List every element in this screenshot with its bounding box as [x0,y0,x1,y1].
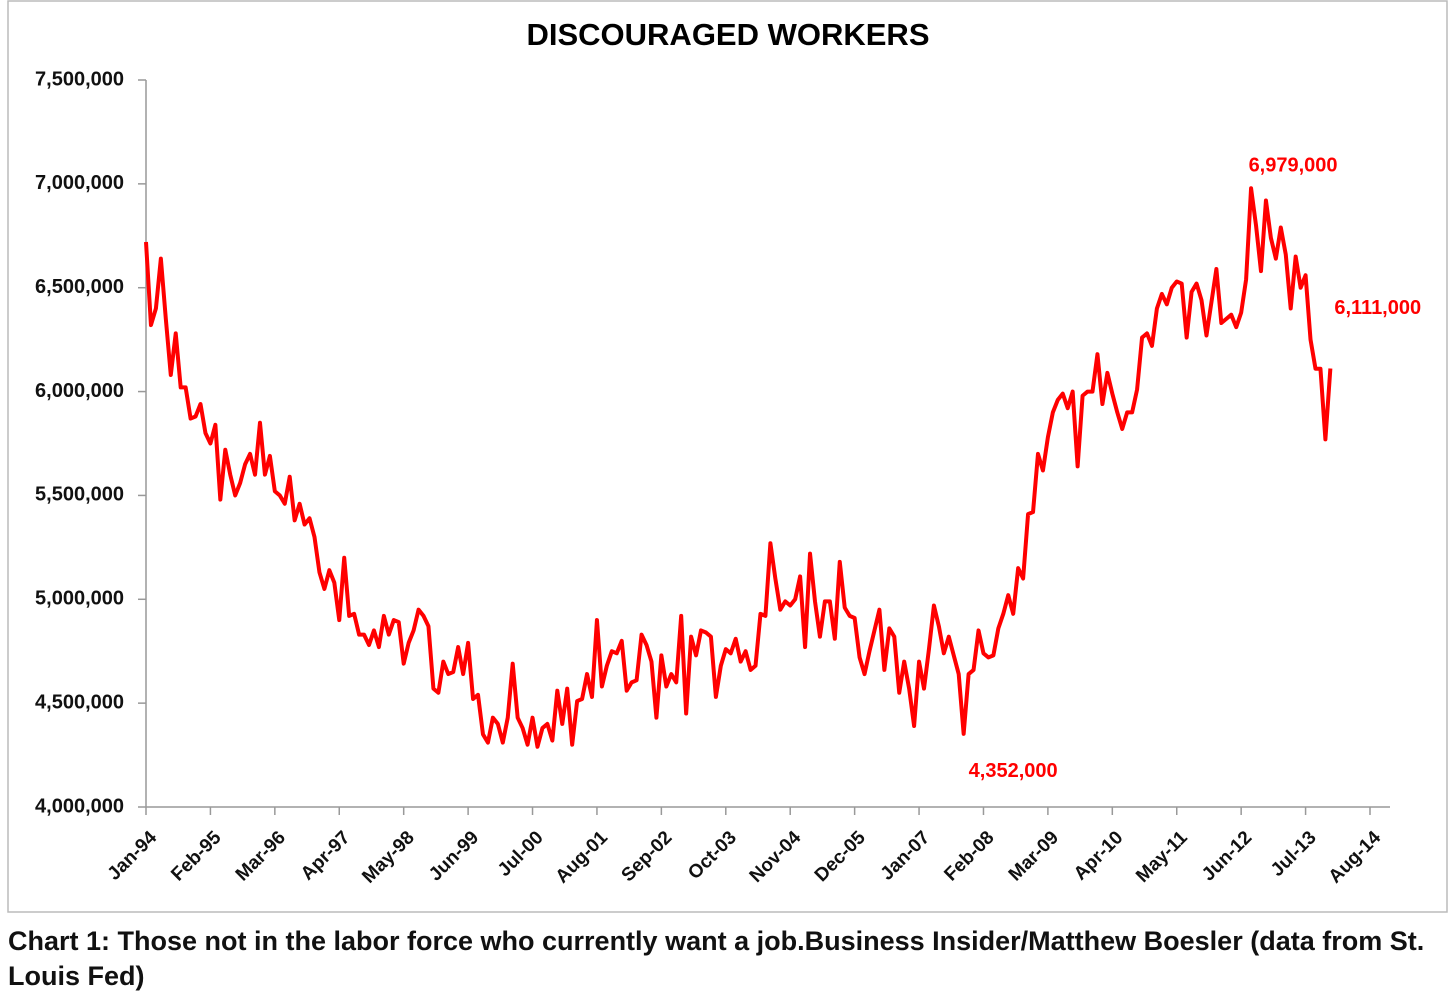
value-label: 6,111,000 [1334,297,1421,319]
data-line [144,186,1333,749]
y-tick-label: 5,000,000 [35,588,124,610]
y-tick-label: 5,500,000 [35,484,124,506]
value-label: 4,352,000 [969,760,1058,782]
y-tick-label: 7,000,000 [35,172,124,194]
y-tick-label: 4,500,000 [35,691,124,713]
caption: Chart 1: Those not in the labor force wh… [8,926,1425,991]
y-tick-label: 4,000,000 [35,795,124,817]
chart: DISCOURAGED WORKERS 4,000,000 4,500,000 5,… [7,0,1448,913]
chart-title: DISCOURAGED WORKERS [526,17,929,52]
y-tick-label: 7,500,000 [35,68,124,90]
value-label: 6,979,000 [1249,155,1338,177]
y-tick-label: 6,000,000 [35,380,124,402]
y-tick-label: 6,500,000 [35,276,124,298]
